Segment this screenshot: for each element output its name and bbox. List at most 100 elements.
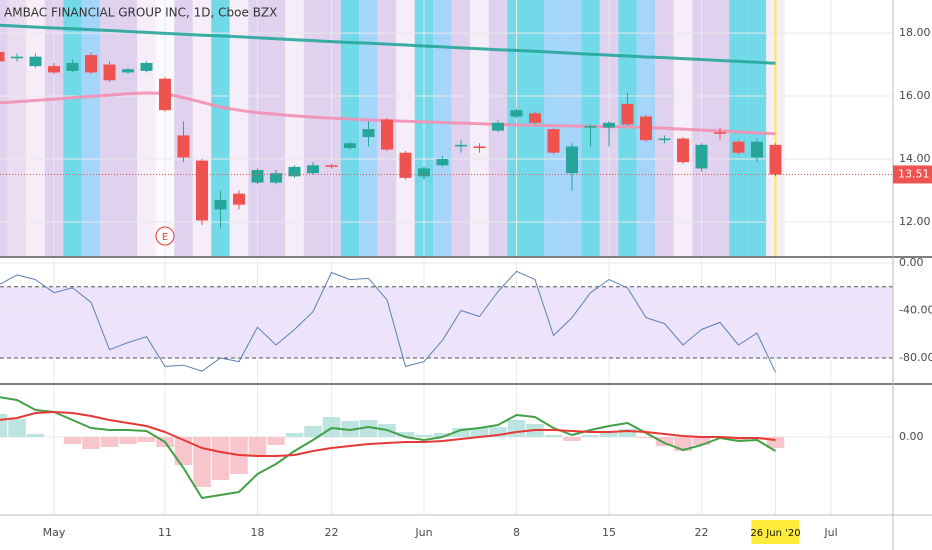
histogram-bar: [137, 437, 156, 442]
indicator-line: [0, 411, 776, 457]
candle-body: [603, 122, 615, 128]
histogram-bar: [63, 437, 82, 444]
y-tick-label: 16.00: [899, 89, 931, 102]
candle-body: [455, 144, 467, 147]
day-stripe: [525, 0, 545, 256]
candle-body: [103, 64, 116, 81]
day-stripe: [81, 0, 101, 256]
x-tick-label: 18: [251, 526, 265, 539]
histogram-bar: [544, 435, 563, 437]
histogram-bar: [285, 433, 304, 437]
day-stripe: [451, 0, 471, 256]
candle-body: [547, 129, 560, 153]
day-stripe: [340, 0, 360, 256]
candle-body: [214, 199, 227, 210]
candle-body: [29, 56, 42, 67]
candle-body: [270, 173, 282, 183]
plot-layer: E: [0, 0, 893, 515]
candle-body: [418, 168, 430, 177]
band-fill: [0, 286, 893, 359]
histogram-bar: [0, 414, 8, 437]
candle-body: [307, 165, 319, 174]
candle-body: [732, 141, 745, 153]
candle-body: [529, 113, 541, 123]
cursor-date-box: [751, 520, 800, 544]
candle-body: [122, 69, 134, 73]
candle-body: [66, 62, 79, 71]
histogram-bar: [637, 437, 655, 438]
day-stripe: [100, 0, 119, 256]
histogram-bar: [267, 437, 285, 445]
candle-body: [399, 152, 412, 178]
histogram-bar: [119, 437, 137, 444]
candle-body: [196, 160, 208, 221]
day-stripe: [7, 0, 27, 256]
day-stripe: [433, 0, 452, 256]
chart-title: AMBAC FINANCIAL GROUP INC, 1D, Cboe BZX: [4, 6, 277, 20]
histogram-bar: [8, 419, 26, 437]
candle-body: [140, 62, 153, 71]
candle-body: [233, 193, 245, 205]
histogram-bar: [489, 427, 507, 437]
day-stripe: [229, 0, 249, 256]
histogram-bar: [322, 417, 341, 437]
day-stripe: [118, 0, 138, 256]
day-stripe: [137, 0, 156, 256]
y-tick-label: 0.00: [899, 430, 924, 443]
candle-body: [344, 143, 356, 148]
x-tick-label: Jul: [823, 526, 837, 539]
candle-body: [381, 119, 393, 150]
x-tick-label: 26 Jun '20: [750, 528, 800, 539]
indicator-line: [0, 23, 776, 65]
histogram-bar: [248, 437, 267, 455]
candle-body: [510, 110, 523, 117]
candle-body: [695, 144, 708, 169]
y-tick-label: 12.00: [899, 215, 931, 228]
histogram-bar: [766, 437, 785, 448]
day-stripe: [303, 0, 323, 256]
candle-body: [492, 122, 504, 131]
histogram-bar: [470, 428, 489, 437]
histogram-bar: [304, 426, 322, 437]
day-stripe: [26, 0, 45, 256]
candle-body: [436, 159, 449, 166]
histogram-bar: [82, 437, 100, 449]
last-price-label: 13.51: [898, 167, 930, 180]
histogram-bar: [655, 437, 674, 446]
histogram-bar: [433, 433, 452, 437]
axes-layer: 18.00 16.00 14.00 12.00 13.51 0.00 -40.00 -80.0…: [43, 26, 932, 544]
y-tick-label: -80.00: [899, 351, 932, 364]
day-stripe: [747, 0, 767, 256]
candle-body: [11, 56, 23, 59]
histogram-bar: [600, 431, 618, 437]
day-stripe: [470, 0, 489, 256]
x-tick-label: 8: [513, 526, 520, 539]
day-stripe: [285, 0, 304, 256]
candle-body: [769, 144, 782, 175]
earnings-label: E: [162, 232, 168, 243]
histogram-bar: [581, 435, 600, 437]
histogram-bar: [507, 420, 526, 437]
candle-body: [251, 170, 264, 183]
candle-body: [288, 166, 301, 177]
candle-body: [566, 146, 578, 174]
day-stripe: [729, 0, 748, 256]
y-tick-label: 14.00: [899, 152, 931, 165]
candle-body: [0, 51, 5, 62]
histogram-bar: [396, 432, 415, 437]
y-tick-label: 18.00: [899, 26, 931, 39]
histogram-bar: [692, 437, 711, 445]
x-tick-label: 11: [158, 526, 172, 539]
candle-body: [473, 146, 486, 148]
x-tick-label: May: [43, 526, 66, 539]
candle-body: [362, 129, 375, 137]
x-tick-label: 15: [602, 526, 616, 539]
day-stripe: [266, 0, 286, 256]
histogram-bar: [415, 435, 433, 437]
x-tick-label: 22: [695, 526, 709, 539]
earnings-marker: [155, 226, 175, 246]
histogram-bar: [211, 437, 230, 480]
day-stripe: [396, 0, 415, 256]
candle-body: [751, 141, 763, 158]
x-tick-label: Jun: [414, 526, 432, 539]
